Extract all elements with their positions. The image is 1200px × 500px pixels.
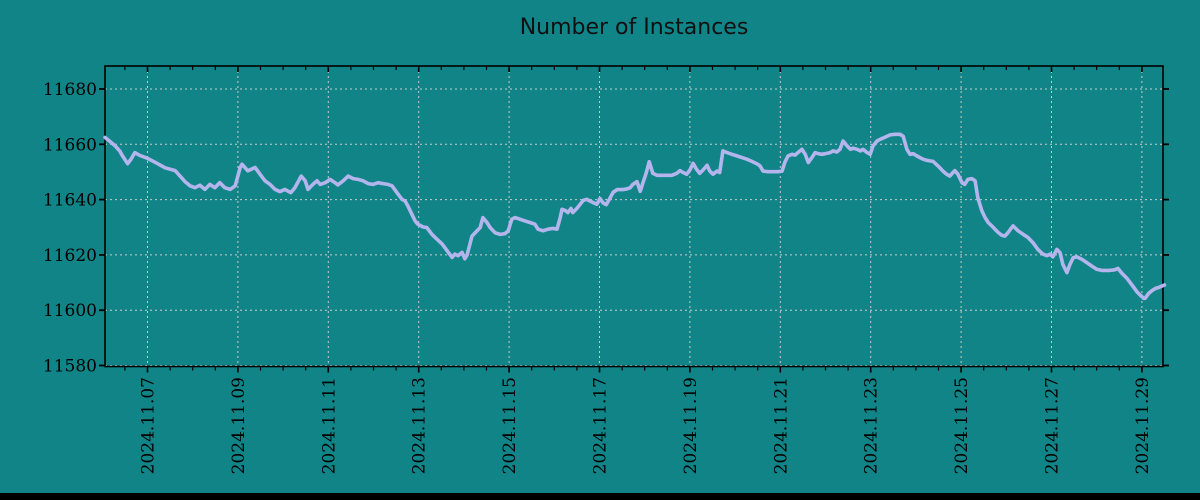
axis-labels: 11580 11600 11620 11640 11660 11680 2024.11.07… bbox=[43, 80, 1153, 474]
x-tick-label: 2024.11.17 bbox=[591, 377, 611, 474]
y-tick-label: 11660 bbox=[43, 135, 97, 155]
x-tick-label: 2024.11.07 bbox=[139, 377, 159, 474]
data-line bbox=[103, 132, 1167, 301]
y-tick-label: 11620 bbox=[43, 246, 97, 266]
x-tick-label: 2024.11.27 bbox=[1043, 377, 1063, 474]
x-tick-label: 2024.11.23 bbox=[862, 377, 882, 474]
data-series bbox=[103, 132, 1167, 301]
x-tick-label: 2024.11.21 bbox=[771, 377, 791, 474]
x-tick-label: 2024.11.29 bbox=[1133, 377, 1153, 474]
x-tick-label: 2024.11.19 bbox=[681, 377, 701, 474]
x-tick-label: 2024.11.11 bbox=[319, 377, 339, 474]
plot-border-group bbox=[104, 65, 1164, 368]
gridlines bbox=[105, 66, 1163, 367]
y-tick-label: 11580 bbox=[43, 357, 97, 377]
bottom-bar bbox=[0, 493, 1200, 500]
x-tick-label: 2024.11.15 bbox=[500, 377, 520, 474]
x-tick-label: 2024.11.09 bbox=[229, 377, 249, 474]
y-tick-label: 11600 bbox=[43, 301, 97, 321]
x-tick-label: 2024.11.25 bbox=[952, 377, 972, 474]
x-tick-label: 2024.11.13 bbox=[410, 377, 430, 474]
y-tick-label: 11640 bbox=[43, 191, 97, 211]
plot-border bbox=[104, 65, 1164, 368]
axis-ticks bbox=[99, 66, 1169, 373]
chart-title: Number of Instances bbox=[519, 15, 749, 40]
y-tick-label: 11680 bbox=[43, 80, 97, 100]
